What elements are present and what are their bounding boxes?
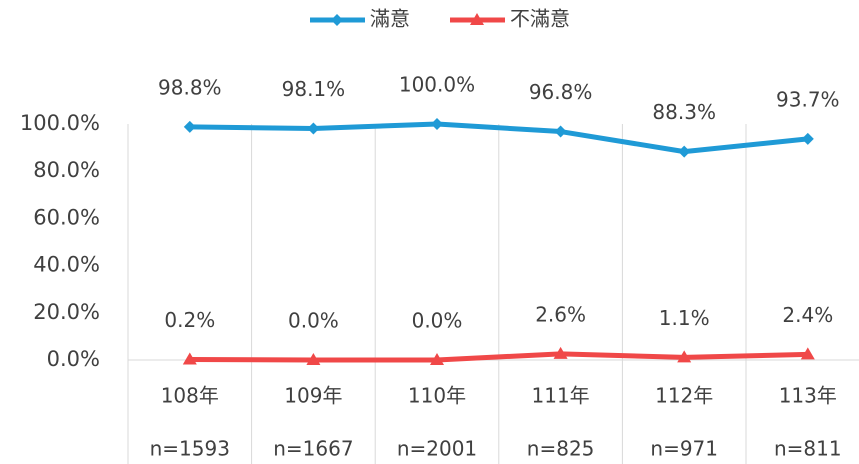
x-tick-label: 111年: [532, 384, 590, 408]
data-point: [430, 353, 444, 365]
x-tick-note: n=811: [774, 437, 842, 461]
series-line: [189, 351, 808, 363]
data-label: 2.4%: [782, 303, 833, 327]
data-label: 2.6%: [535, 302, 586, 326]
data-point: [182, 352, 197, 365]
data-point: [554, 125, 567, 138]
y-tick-label: 40.0%: [33, 253, 100, 277]
data-label: 98.1%: [282, 77, 346, 101]
data-point: [183, 120, 196, 133]
legend-label: 不滿意: [510, 7, 570, 31]
data-point: [678, 145, 691, 158]
x-tick-label: 109年: [284, 384, 342, 408]
x-tick-label: 113年: [779, 384, 837, 408]
data-point: [431, 118, 443, 130]
data-point: [306, 353, 321, 365]
x-tick-label: 108年: [161, 384, 219, 408]
y-tick-label: 60.0%: [33, 205, 100, 229]
x-tick-note: n=1593: [150, 437, 230, 461]
legend-marker: [470, 13, 484, 25]
x-tick-note: n=971: [650, 437, 718, 461]
y-tick-label: 0.0%: [47, 347, 100, 371]
y-tick-label: 100.0%: [20, 111, 100, 135]
series-line: [189, 121, 809, 155]
data-label: 98.8%: [158, 75, 222, 99]
x-tick-note: n=825: [527, 437, 595, 461]
data-point: [800, 347, 815, 360]
x-tick-note: n=1667: [273, 437, 353, 461]
data-label: 93.7%: [776, 87, 840, 111]
x-tick-note: n=2001: [397, 437, 477, 461]
data-point: [553, 346, 568, 359]
data-label: 88.3%: [652, 100, 716, 124]
y-tick-label: 80.0%: [33, 158, 100, 182]
legend-marker: [331, 14, 343, 26]
data-label: 0.0%: [412, 309, 463, 333]
x-tick-label: 112年: [655, 384, 713, 408]
legend-label: 滿意: [370, 7, 410, 31]
data-label: 96.8%: [529, 80, 593, 104]
data-point: [801, 132, 814, 145]
x-tick-label: 110年: [408, 384, 466, 408]
y-tick-label: 20.0%: [33, 300, 100, 324]
data-label: 0.2%: [164, 308, 215, 332]
data-label: 100.0%: [399, 73, 475, 97]
data-label: 0.0%: [288, 309, 339, 333]
data-point: [677, 350, 692, 363]
data-point: [307, 122, 320, 135]
data-label: 1.1%: [659, 306, 710, 330]
